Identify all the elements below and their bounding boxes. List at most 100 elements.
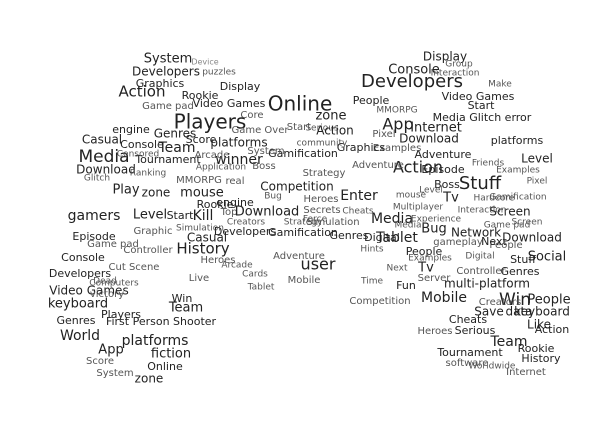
cloud-word-play: Play: [112, 183, 139, 198]
cloud-word-start: Start: [287, 122, 312, 133]
cloud-word-boss: Boss: [434, 178, 460, 191]
cloud-word-tv: Tv: [417, 261, 434, 276]
cloud-word-online: Online: [147, 360, 183, 373]
cloud-word-episode: Episode: [421, 163, 464, 176]
cloud-word-game-pad: Game pad: [142, 101, 194, 112]
cloud-word-developers: Developers: [214, 225, 277, 238]
cloud-word-pixel: Pixel: [527, 177, 548, 187]
cloud-word-mmorpg: MMORPG: [376, 106, 417, 116]
cloud-word-controller: Controller: [456, 266, 506, 277]
cloud-word-serious: Serious: [455, 324, 496, 337]
cloud-word-graphics: Graphics: [337, 141, 386, 154]
cloud-word-network: Network: [451, 226, 501, 240]
cloud-word-adventure: Adventure: [352, 160, 404, 171]
cloud-word-ranking: Ranking: [130, 169, 166, 179]
cloud-word-boss: Boss: [252, 161, 275, 172]
cloud-word-adventure: Adventure: [415, 148, 472, 161]
cloud-word-computers: Computers: [89, 279, 139, 289]
cloud-word-score: Score: [86, 356, 114, 367]
cloud-word-genres: Genres: [154, 127, 197, 141]
cloud-word-stuff: Stuff: [510, 253, 536, 266]
cloud-word-media: Media: [78, 147, 129, 167]
cloud-word-arcade: Arcade: [221, 261, 253, 271]
cloud-word-action: Action: [535, 323, 569, 336]
cloud-word-friends: Friends: [472, 159, 505, 169]
cloud-word-victory: victory: [90, 289, 124, 300]
cloud-word-graphic: Graphic: [134, 226, 173, 237]
cloud-word-level: Level: [419, 186, 443, 196]
cloud-word-online: Online: [268, 92, 333, 116]
cloud-word-multiplayer: Multiplayer: [393, 203, 444, 213]
cloud-word-people: People: [527, 293, 570, 308]
cloud-word-system: System: [144, 52, 192, 67]
cloud-word-game-pad: Game pad: [87, 239, 139, 250]
cloud-word-cards: Cards: [242, 270, 268, 280]
cloud-word-developers: Developers: [132, 65, 200, 79]
cloud-word-gamers: gamers: [68, 208, 121, 224]
cloud-word-history: History: [521, 352, 561, 365]
cloud-word-strategy: Strategy: [284, 218, 323, 228]
cloud-word-team: Team: [168, 301, 203, 316]
cloud-word-tablet: Tablet: [247, 283, 275, 293]
cloud-word-cut-scene: Cut Scene: [109, 262, 160, 273]
cloud-word-system: System: [247, 146, 284, 157]
cloud-word-cheats: Cheats: [342, 207, 374, 217]
cloud-word-keyboard: keyboard: [48, 297, 108, 312]
cloud-word-competition: Competition: [349, 296, 410, 307]
cloud-word-live: Live: [189, 273, 209, 284]
cloud-word-download: Download: [502, 231, 562, 245]
cloud-word-action: Action: [393, 158, 443, 177]
cloud-word-heroes: Heroes: [417, 326, 452, 337]
cloud-word-platforms: platforms: [122, 333, 189, 349]
cloud-word-developers: Developers: [49, 267, 112, 280]
cloud-word-mouse: mouse: [396, 191, 427, 201]
cloud-word-examples: Examples: [373, 143, 422, 154]
cloud-word-application: Application: [196, 163, 246, 173]
cloud-word-interaction: Interaction: [458, 206, 507, 216]
cloud-word-genres: Genres: [56, 314, 95, 327]
cloud-word-zone: zone: [135, 372, 164, 386]
cloud-word-start: Start: [468, 99, 496, 112]
cloud-word-rookie: Rookie: [197, 198, 234, 211]
cloud-word-group: Group: [445, 60, 473, 70]
cloud-word-arcade: Arcade: [195, 150, 230, 161]
cloud-word-time: Time: [360, 277, 383, 287]
cloud-word-video-games: Video Games: [49, 284, 128, 298]
cloud-word-heroes: Heroes: [200, 255, 235, 266]
cloud-word-rookie: Rookie: [518, 342, 555, 355]
cloud-word-level: Level: [521, 152, 553, 166]
cloud-word-gameplay: gameplay: [433, 237, 483, 248]
cloud-word-user: user: [301, 255, 336, 274]
cloud-word-zone: zone: [315, 109, 346, 124]
cloud-word-secrets: Secrets: [303, 205, 340, 216]
cloud-word-download: Download: [76, 163, 136, 177]
cloud-word-stuff: Stuff: [459, 173, 502, 194]
cloud-word-screen: Screen: [489, 205, 530, 219]
cloud-word-download: Download: [399, 132, 459, 146]
cloud-word-next: Next: [481, 235, 507, 248]
cloud-word-action: Action: [316, 124, 354, 138]
cloud-word-tv: Tv: [442, 191, 459, 206]
cloud-word-censored: Censored: [117, 150, 159, 160]
cloud-word-console: Console: [120, 138, 164, 151]
cloud-word-creators: Creators: [227, 218, 266, 228]
cloud-word-players: Players: [174, 110, 247, 134]
cloud-word-dead: Dead: [93, 277, 117, 287]
cloud-word-save: Save: [474, 305, 503, 319]
cloud-word-digital: Digital: [465, 252, 494, 262]
cloud-word-fiction: fiction: [151, 347, 191, 362]
cloud-word-pixel: Pixel: [372, 129, 395, 140]
cloud-word-media: Media: [394, 221, 421, 231]
cloud-word-top: Top: [220, 207, 238, 218]
cloud-word-core: Core: [240, 110, 263, 121]
cloud-word-video-games: Video Games: [193, 97, 266, 110]
cloud-word-rookie: Rookie: [182, 89, 219, 102]
cloud-word-winner: winner: [215, 152, 263, 168]
cloud-word-digital: Digital: [364, 231, 400, 244]
cloud-word-media-glitch-error: Media Glitch error: [433, 111, 532, 124]
cloud-word-competition: Competition: [260, 180, 333, 194]
cloud-word-community: community: [297, 139, 348, 149]
cloud-word-internet: Internet: [506, 367, 546, 378]
cloud-word-like: Like: [527, 318, 551, 332]
cloud-word-action: Action: [119, 83, 166, 101]
